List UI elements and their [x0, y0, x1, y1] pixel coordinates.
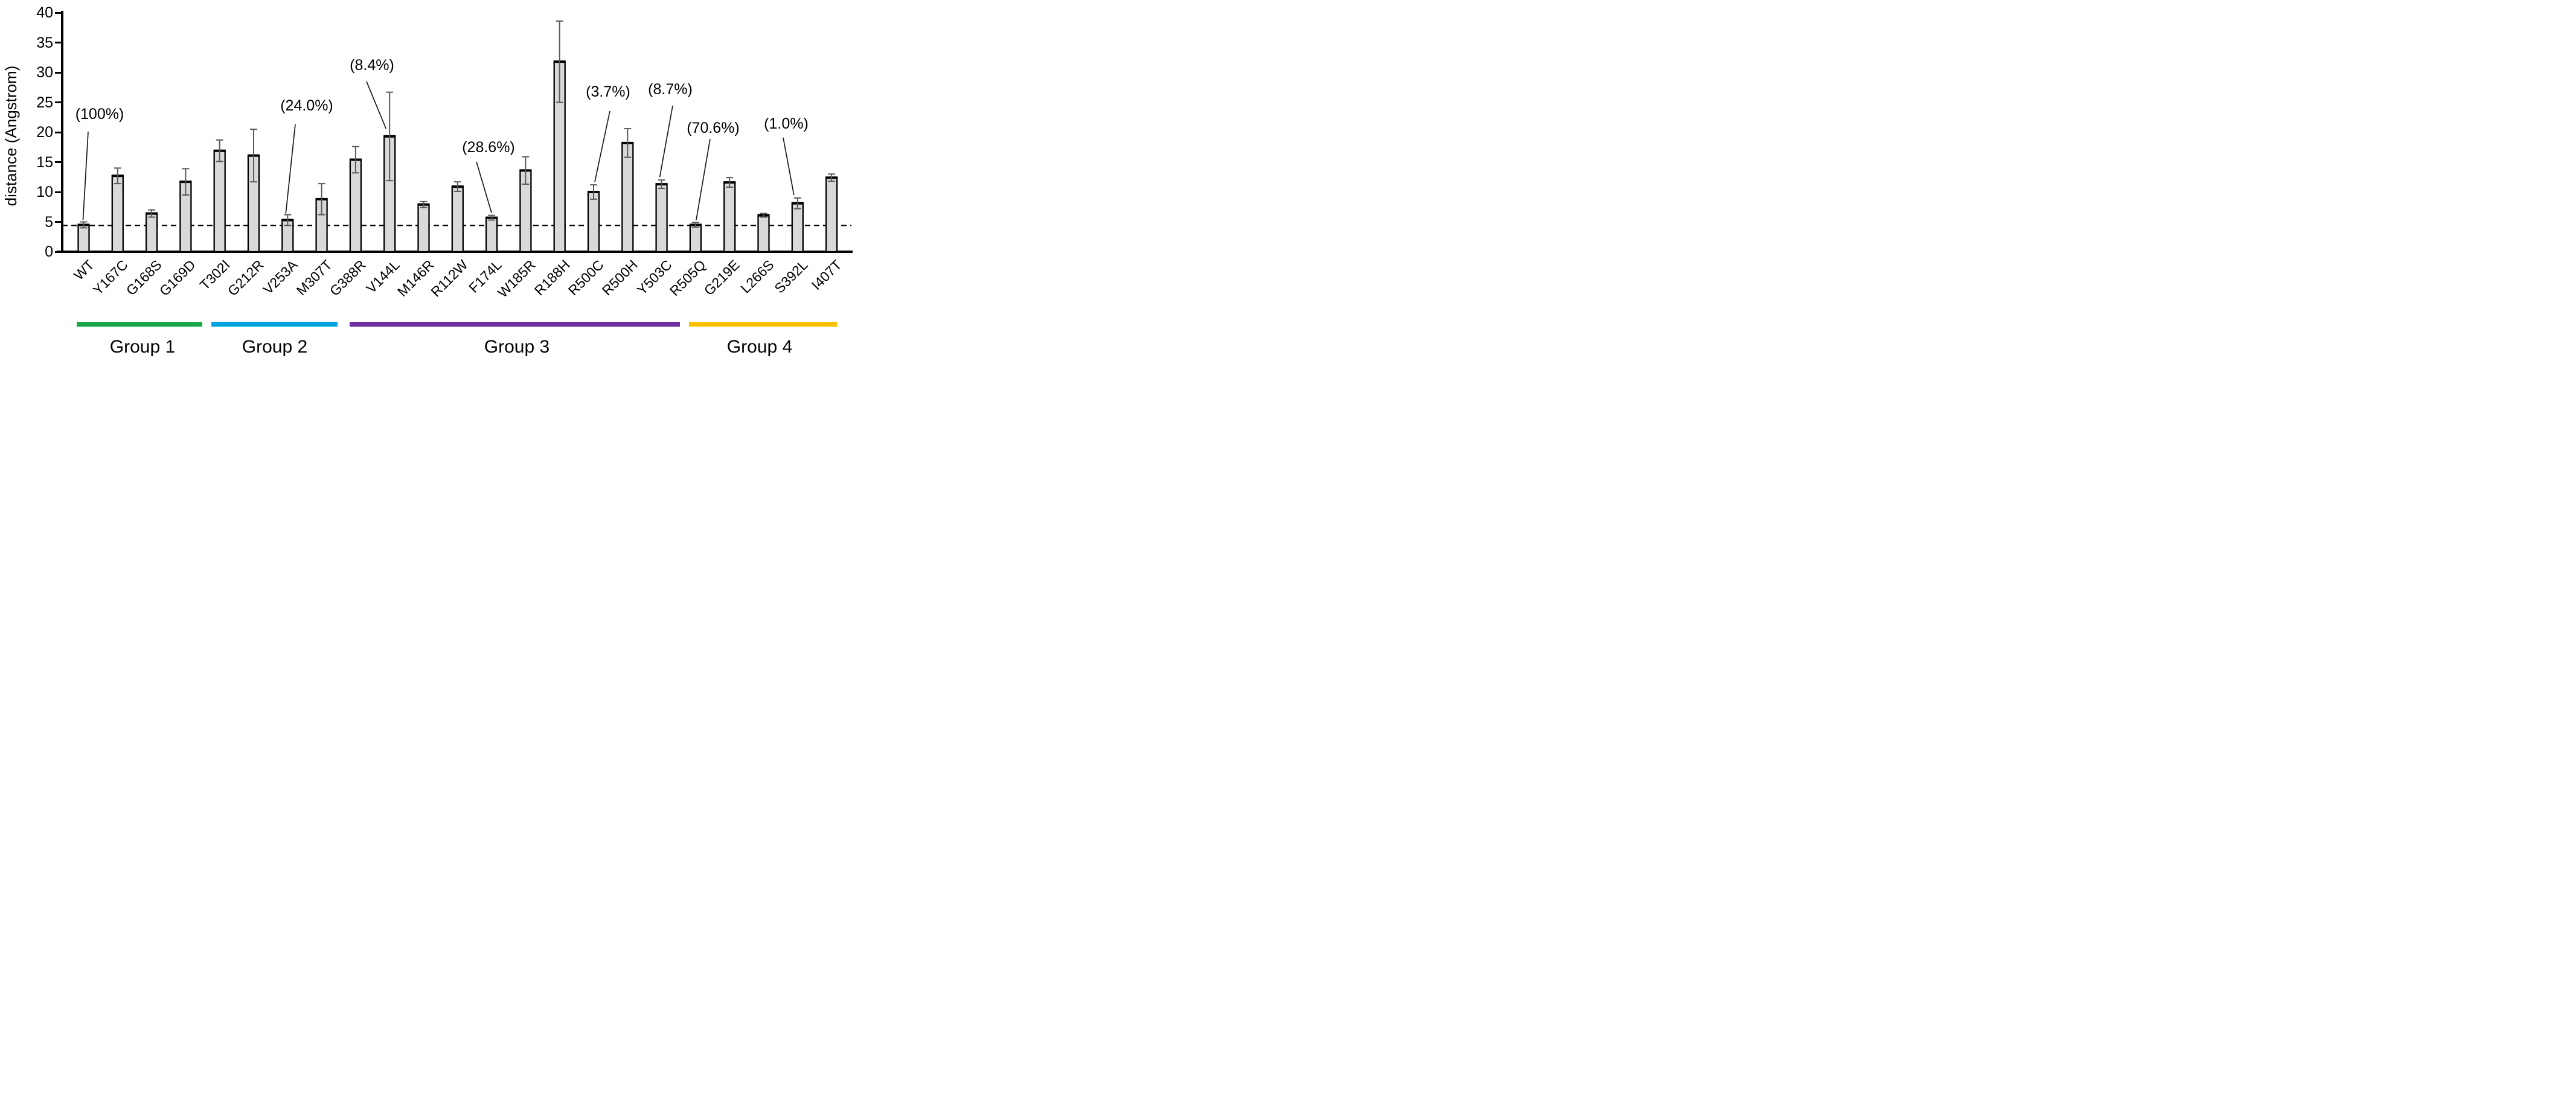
y-tick-label-15: 15: [36, 153, 53, 171]
bar-R500H: [621, 142, 634, 253]
bar-chart-figure: distance (Angstrom) 0 5 10 15 20 25 30 35 40 WT Y…: [0, 0, 859, 366]
y-tick-label-30: 30: [36, 64, 53, 81]
annotation-line-S392L: [783, 137, 795, 196]
bar-R500C: [587, 191, 600, 253]
y-tick-label-10: 10: [36, 184, 53, 200]
y-tick-mark-25: [55, 101, 63, 103]
annotation-line-R505Q: [696, 138, 711, 220]
bar-Y167C: [111, 175, 124, 253]
group-label-group-3: Group 3: [484, 337, 550, 357]
y-tick-mark-30: [55, 71, 63, 74]
y-tick-mark-5: [55, 221, 63, 223]
group-label-group-1: Group 1: [109, 337, 176, 357]
y-tick-label-40: 40: [36, 4, 53, 21]
annotation-line-Y503C: [659, 105, 673, 177]
bar-G219E: [723, 182, 736, 253]
plot-area: [62, 20, 851, 253]
bar-S392L: [791, 202, 804, 253]
annotation-line-V144L: [366, 81, 386, 129]
bar-M146R: [417, 203, 430, 253]
y-tick-label-35: 35: [36, 34, 53, 51]
annotation-line-R500C: [594, 110, 610, 182]
y-tick-label-20: 20: [36, 124, 53, 141]
annotation-text-V144L: (8.4%): [350, 57, 394, 74]
bar-G168S: [145, 213, 158, 253]
annotation-text-R500C: (3.7%): [586, 83, 630, 100]
bar-F174L: [485, 217, 498, 253]
annotation-line-WT: [82, 131, 89, 220]
bar-I407T: [825, 177, 838, 253]
annotation-line-V253A: [285, 124, 296, 214]
bar-T302I: [213, 150, 226, 253]
y-tick-mark-40: [55, 11, 63, 14]
y-tick-label-0: 0: [45, 243, 53, 260]
y-tick-mark-15: [55, 161, 63, 163]
annotation-line-F174L: [476, 161, 492, 213]
y-tick-mark-0: [55, 251, 63, 253]
y-tick-mark-35: [55, 42, 63, 43]
y-tick-mark-10: [55, 191, 63, 193]
bar-L266S: [757, 214, 770, 253]
annotation-text-WT: (100%): [75, 106, 124, 123]
group-underline-group-2: [211, 322, 338, 327]
y-tick-mark-20: [55, 131, 63, 133]
y-tick-label-5: 5: [45, 213, 53, 231]
annotation-text-Y503C: (8.7%): [648, 81, 693, 98]
bar-G388R: [349, 159, 362, 253]
y-tick-label-25: 25: [36, 94, 53, 111]
annotation-text-V253A: (24.0%): [280, 97, 333, 114]
annotation-text-R505Q: (70.6%): [687, 120, 740, 136]
annotation-text-F174L: (28.6%): [462, 139, 515, 156]
group-underline-group-1: [77, 322, 202, 327]
bar-Y503C: [655, 183, 668, 253]
group-label-group-4: Group 4: [726, 337, 793, 357]
group-underline-group-4: [689, 322, 837, 327]
bar-WT: [77, 224, 90, 253]
bar-R505Q: [689, 224, 702, 253]
annotation-text-S392L: (1.0%): [764, 115, 809, 132]
group-underline-group-3: [350, 322, 680, 327]
bar-R112W: [451, 185, 464, 253]
group-label-group-2: Group 2: [242, 337, 308, 357]
